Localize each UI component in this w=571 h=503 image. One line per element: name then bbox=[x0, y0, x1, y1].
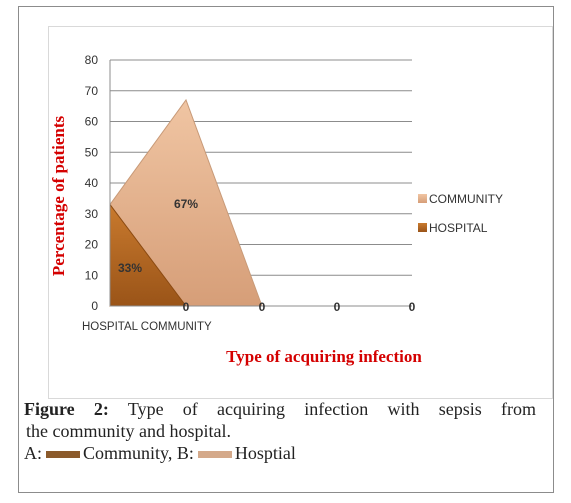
y-axis-title: Percentage of patients bbox=[49, 116, 68, 277]
caption-line-1: Figure 2: Type of acquiring infection wi… bbox=[24, 398, 536, 420]
y-tick-label: 0 bbox=[91, 299, 98, 313]
legend: COMMUNITY HOSPITAL bbox=[418, 192, 503, 235]
y-tick-label: 30 bbox=[85, 207, 99, 221]
x-axis-title: Type of acquiring infection bbox=[226, 347, 422, 366]
data-label-zero: 0 bbox=[183, 300, 190, 314]
legend-a-text: Community, bbox=[83, 443, 173, 463]
y-tick-label: 20 bbox=[85, 238, 99, 252]
data-label-hospital: 33% bbox=[118, 261, 142, 275]
swatch-b bbox=[197, 451, 232, 459]
caption-line-2: the community and hospital. bbox=[26, 421, 231, 441]
legend-b-text: Hosptial bbox=[234, 443, 296, 463]
caption-legend-line: A: Community, B: Hosptial bbox=[24, 442, 536, 464]
y-tick-label: 40 bbox=[85, 176, 99, 190]
legend-community-label: COMMUNITY bbox=[429, 192, 503, 206]
figure-frame bbox=[18, 6, 554, 493]
caption-text-1: Type of acquiring infection with sepsis … bbox=[108, 399, 536, 419]
y-tick-label: 10 bbox=[85, 268, 99, 282]
data-label-zero: 0 bbox=[409, 300, 416, 314]
y-tick-label: 80 bbox=[85, 53, 99, 67]
data-label-zero: 0 bbox=[334, 300, 341, 314]
data-label-community: 67% bbox=[174, 197, 198, 211]
y-tick-label: 70 bbox=[85, 84, 99, 98]
label-layer: 67% 33% 0 0 0 0 bbox=[118, 197, 416, 314]
legend-hospital-swatch bbox=[418, 223, 427, 232]
legend-a-prefix: A: bbox=[24, 443, 42, 463]
swatch-a bbox=[46, 451, 80, 459]
legend-hospital-label: HOSPITAL bbox=[429, 221, 488, 235]
x-category-labels: HOSPITAL COMMUNITY bbox=[82, 321, 212, 333]
chart-box bbox=[48, 26, 553, 399]
axis-layer: 0 10 20 30 40 50 60 70 80 HOSPITAL COMMUNITY bbox=[82, 53, 412, 333]
data-label-zero: 0 bbox=[259, 300, 266, 314]
legend-community-swatch bbox=[418, 194, 427, 203]
figure-label: Figure 2: bbox=[24, 399, 109, 419]
legend-b-prefix: B: bbox=[176, 443, 194, 463]
y-tick-label: 60 bbox=[85, 115, 99, 129]
figure-caption: Figure 2: Type of acquiring infection wi… bbox=[24, 398, 536, 464]
y-tick-label: 50 bbox=[85, 145, 99, 159]
